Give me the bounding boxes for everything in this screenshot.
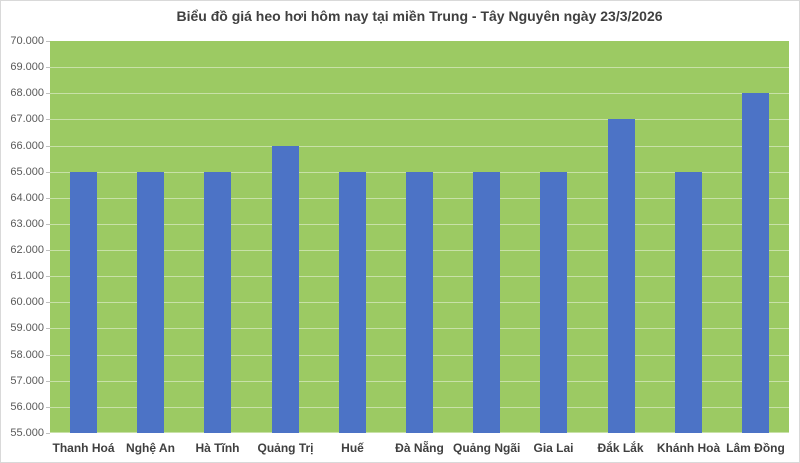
y-axis-tick (46, 433, 50, 434)
bar (137, 172, 164, 433)
y-axis-tick (46, 355, 50, 356)
chart-title: Biểu đồ giá heo hơi hôm nay tại miền Tru… (176, 8, 663, 24)
y-axis-tick (46, 198, 50, 199)
y-tick-label: 62.000 (10, 244, 44, 256)
gridline (50, 93, 789, 94)
y-tick-label: 56.000 (10, 401, 44, 413)
x-axis: Thanh Hoá Nghệ An Hà Tĩnh Quảng Trị Huế Đà Nẵ… (50, 441, 789, 459)
y-tick-label: 70.000 (10, 35, 44, 47)
y-axis-tick (46, 146, 50, 147)
y-axis-tick (46, 172, 50, 173)
bar (608, 119, 635, 433)
y-tick-label: 63.000 (10, 218, 44, 230)
x-tick-label: Huế (341, 441, 364, 455)
bar (742, 93, 769, 433)
y-tick-label: 61.000 (10, 270, 44, 282)
y-tick-label: 67.000 (10, 113, 44, 125)
y-axis-tick (46, 93, 50, 94)
x-tick-label: Đà Nẵng (395, 441, 444, 455)
y-axis-tick (46, 328, 50, 329)
y-axis-tick (46, 250, 50, 251)
bar (473, 172, 500, 433)
y-tick-label: 57.000 (10, 375, 44, 387)
x-tick-label: Thanh Hoá (52, 441, 115, 455)
y-tick-label: 60.000 (10, 296, 44, 308)
gridline (50, 119, 789, 120)
gridline (50, 67, 789, 68)
x-tick-label: Khánh Hoà (656, 441, 721, 455)
bar (204, 172, 231, 433)
y-axis-tick (46, 407, 50, 408)
x-tick-label: Quảng Trị (257, 441, 314, 455)
bar (272, 146, 299, 433)
x-tick-label: Quảng Ngãi (453, 441, 521, 455)
y-tick-label: 66.000 (10, 140, 44, 152)
y-axis-tick (46, 381, 50, 382)
bar (406, 172, 433, 433)
bar (339, 172, 366, 433)
x-tick-label: Gia Lai (533, 441, 574, 455)
y-tick-label: 55.000 (10, 427, 44, 439)
bar (540, 172, 567, 433)
x-tick-label: Nghệ An (126, 441, 175, 455)
y-axis-tick (46, 224, 50, 225)
gridline (50, 146, 789, 147)
y-axis-tick (46, 302, 50, 303)
plot-area (50, 41, 789, 433)
y-tick-label: 68.000 (10, 87, 44, 99)
y-tick-label: 69.000 (10, 61, 44, 73)
y-tick-label: 64.000 (10, 192, 44, 204)
bar (70, 172, 97, 433)
y-axis-tick (46, 276, 50, 277)
y-axis-tick (46, 67, 50, 68)
y-axis-tick (46, 41, 50, 42)
x-tick-label: Đắk Lắk (597, 441, 644, 455)
y-tick-label: 59.000 (10, 322, 44, 334)
y-tick-label: 58.000 (10, 349, 44, 361)
y-axis-tick (46, 119, 50, 120)
bar (675, 172, 702, 433)
y-tick-label: 65.000 (10, 166, 44, 178)
x-tick-label: Lâm Đồng (726, 441, 785, 455)
x-tick-label: Hà Tĩnh (195, 441, 240, 455)
